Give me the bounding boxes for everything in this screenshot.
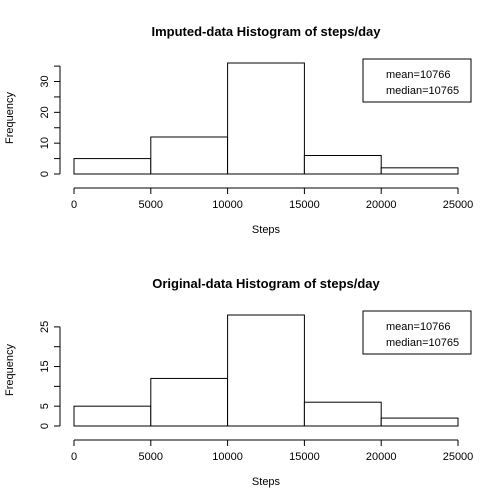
- histogram-bar: [150, 136, 229, 175]
- chart-title: Original-data Histogram of steps/day: [152, 276, 380, 291]
- legend-box: [362, 58, 472, 103]
- x-axis: 0 5000 10000 15000 20000 25000: [71, 439, 474, 463]
- histogram-bar: [380, 417, 459, 427]
- chart-title: Imputed-data Histogram of steps/day: [152, 24, 382, 39]
- x-tick-label: 25000: [443, 451, 474, 463]
- histogram-bar: [227, 314, 305, 427]
- x-tick-label: 15000: [289, 199, 320, 211]
- x-tick-label: 25000: [443, 199, 474, 211]
- legend: mean=10766 median=10765: [362, 310, 472, 355]
- histogram-bar: [380, 167, 459, 175]
- x-axis-label: Steps: [252, 476, 281, 488]
- x-tick-label: 20000: [366, 451, 397, 463]
- histogram-bar: [73, 158, 152, 175]
- y-tick-label: 15: [39, 360, 51, 372]
- chart-panel-original: Original-data Histogram of steps/day Ste…: [4, 276, 473, 488]
- y-tick-label: 5: [39, 403, 51, 409]
- x-axis-label: Steps: [252, 224, 281, 236]
- x-tick-label: 10000: [212, 451, 243, 463]
- x-tick-label: 20000: [366, 199, 397, 211]
- chart-panel-imputed: Imputed-data Histogram of steps/day Step…: [4, 24, 473, 236]
- histogram-bar: [227, 62, 305, 175]
- y-tick-label: 30: [39, 75, 51, 87]
- legend-box: [362, 310, 472, 355]
- histogram-bar: [73, 405, 152, 427]
- y-tick-label: 25: [39, 321, 51, 333]
- legend-mean: mean=10766: [386, 321, 451, 333]
- histogram-bar: [150, 377, 229, 427]
- x-tick-label: 10000: [212, 199, 243, 211]
- y-tick-label: 20: [39, 106, 51, 118]
- x-tick-label: 5000: [139, 199, 163, 211]
- y-axis-label: Frequency: [4, 344, 16, 396]
- legend-mean: mean=10766: [386, 69, 451, 81]
- x-tick-label: 0: [71, 199, 77, 211]
- y-axis-label: Frequency: [4, 92, 16, 144]
- y-tick-label: 10: [39, 137, 51, 149]
- bars: [73, 314, 459, 427]
- x-tick-label: 15000: [289, 451, 320, 463]
- histogram-bar: [303, 155, 382, 175]
- y-tick-label: 0: [39, 423, 51, 429]
- legend-median: median=10765: [386, 337, 459, 349]
- y-axis: 0 5 15 25: [39, 321, 61, 429]
- x-tick-label: 5000: [139, 451, 163, 463]
- y-tick-label: 0: [39, 171, 51, 177]
- legend: mean=10766 median=10765: [362, 58, 472, 103]
- y-axis: 0 10 20 30: [39, 65, 61, 177]
- bars: [73, 62, 459, 175]
- legend-median: median=10765: [386, 85, 459, 97]
- x-axis: 0 5000 10000 15000 20000 25000: [71, 187, 474, 211]
- x-tick-label: 0: [71, 451, 77, 463]
- histogram-bar: [303, 401, 382, 427]
